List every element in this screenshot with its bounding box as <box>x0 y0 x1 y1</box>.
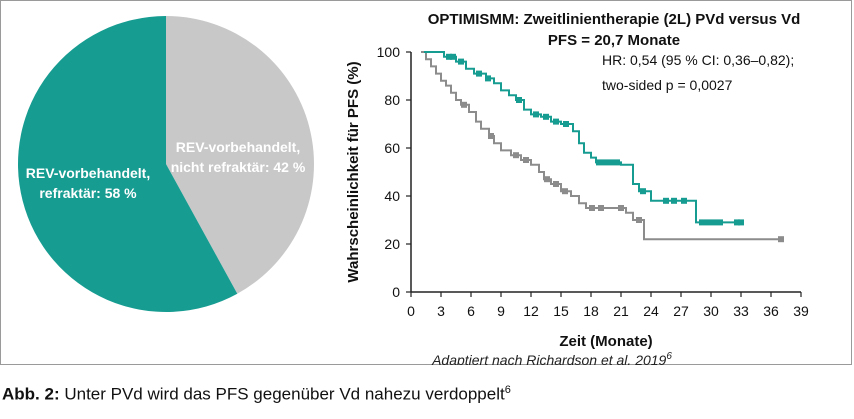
pie-labels: REV-vorbehandelt, refraktär: 58 % REV-vo… <box>26 139 306 201</box>
source-note-text: Adaptiert nach Richardson et al. 2019 <box>431 352 666 365</box>
censor-mark-0 <box>738 219 744 226</box>
censor-mark-0 <box>699 219 705 226</box>
km-curve-1 <box>421 51 781 241</box>
source-note: Adaptiert nach Richardson et al. 20196 <box>431 351 672 365</box>
figure-canvas: REV-vorbehandelt, refraktär: 58 % REV-vo… <box>17 11 809 365</box>
y-tick-label: 20 <box>384 236 400 252</box>
censor-mark-1 <box>618 205 624 211</box>
censor-mark-1 <box>636 217 642 223</box>
censor-mark-1 <box>778 236 784 243</box>
censor-mark-1 <box>523 157 529 163</box>
pie-chart <box>17 15 314 312</box>
chart-subtitle: PFS = 20,7 Monate <box>548 32 680 49</box>
x-axis-label: Zeit (Monate) <box>559 333 652 350</box>
censor-mark-0 <box>458 58 464 65</box>
x-tick-label: 0 <box>407 303 415 319</box>
x-tick-label: 21 <box>613 303 629 319</box>
x-tick-label: 6 <box>467 303 475 319</box>
censor-mark-0 <box>717 219 723 226</box>
censor-mark-0 <box>553 118 559 125</box>
hazard-ratio-annotation: HR: 0,54 (95 % CI: 0,36–0,82); <box>602 52 794 68</box>
censor-mark-0 <box>681 197 687 204</box>
censor-mark-0 <box>533 111 539 118</box>
censor-mark-1 <box>553 181 559 187</box>
x-tick-label: 18 <box>583 303 599 319</box>
censor-mark-0 <box>476 70 482 77</box>
censor-mark-0 <box>543 113 549 120</box>
caption-sup: 6 <box>504 384 511 396</box>
pie-label-nonrefractory-line2: nicht refraktär: 42 % <box>171 159 306 175</box>
censor-mark-0 <box>734 219 740 226</box>
x-tick-label: 15 <box>553 303 569 319</box>
pie-slice-1 <box>166 16 314 294</box>
y-tick-label: 100 <box>377 44 401 60</box>
censor-mark-1 <box>461 101 467 108</box>
x-tick-label: 3 <box>437 303 445 319</box>
censor-mark-1 <box>544 176 550 183</box>
x-tick-label: 36 <box>763 303 779 319</box>
caption-text: Unter PVd wird das PFS gegenüber Vd nahe… <box>59 384 505 404</box>
p-value-annotation: two-sided p = 0,0027 <box>602 77 733 93</box>
pie-label-refractory-line1: REV-vorbehandelt, <box>26 165 150 181</box>
censor-mark-1 <box>488 133 494 139</box>
censor-mark-0 <box>516 97 522 103</box>
caption-label: Abb. 2: <box>2 384 60 404</box>
censor-mark-0 <box>705 219 711 226</box>
censor-mark-0 <box>596 159 602 166</box>
figure-frame <box>0 0 852 365</box>
censor-mark-1 <box>562 188 568 195</box>
x-tick-label: 24 <box>643 303 659 319</box>
censor-mark-0 <box>485 75 491 82</box>
x-tick-label: 33 <box>733 303 749 319</box>
censor-mark-0 <box>671 197 677 204</box>
censor-mark-0 <box>711 219 717 226</box>
pie-label-nonrefractory-line1: REV-vorbehandelt, <box>176 139 300 155</box>
x-tick-label: 30 <box>703 303 719 319</box>
figure-caption: Abb. 2: Unter PVd wird das PFS gegenüber… <box>2 384 511 405</box>
censor-mark-1 <box>589 205 595 211</box>
pie-label-refractory-line2: refraktär: 58 % <box>39 185 137 201</box>
censor-mark-0 <box>608 159 614 166</box>
chart-title: OPTIMISMM: Zweitlinientherapie (2L) PVd … <box>428 11 801 28</box>
x-tick-label: 27 <box>673 303 689 319</box>
pie-slice-0 <box>17 15 238 312</box>
y-tick-label: 60 <box>384 140 400 156</box>
series-layer <box>421 51 784 243</box>
y-axis-label: Wahrscheinlichkeit für PFS (%) <box>345 61 362 282</box>
censor-mark-0 <box>446 53 452 60</box>
censor-mark-1 <box>513 152 519 159</box>
km-chart: OPTIMISMM: Zweitlinientherapie (2L) PVd … <box>345 11 809 365</box>
censor-mark-1 <box>598 205 604 211</box>
censor-mark-0 <box>450 53 456 60</box>
y-tick-label: 80 <box>384 92 400 108</box>
x-tick-label: 39 <box>793 303 809 319</box>
y-tick-label: 40 <box>384 188 400 204</box>
censor-mark-0 <box>640 188 646 195</box>
x-tick-label: 12 <box>523 303 539 319</box>
y-tick-label: 0 <box>392 284 400 300</box>
censor-mark-0 <box>614 159 620 166</box>
censor-mark-0 <box>602 159 608 166</box>
censor-mark-0 <box>663 197 669 204</box>
censor-mark-0 <box>563 121 569 127</box>
x-tick-label: 9 <box>497 303 505 319</box>
source-note-sup: 6 <box>666 351 672 362</box>
